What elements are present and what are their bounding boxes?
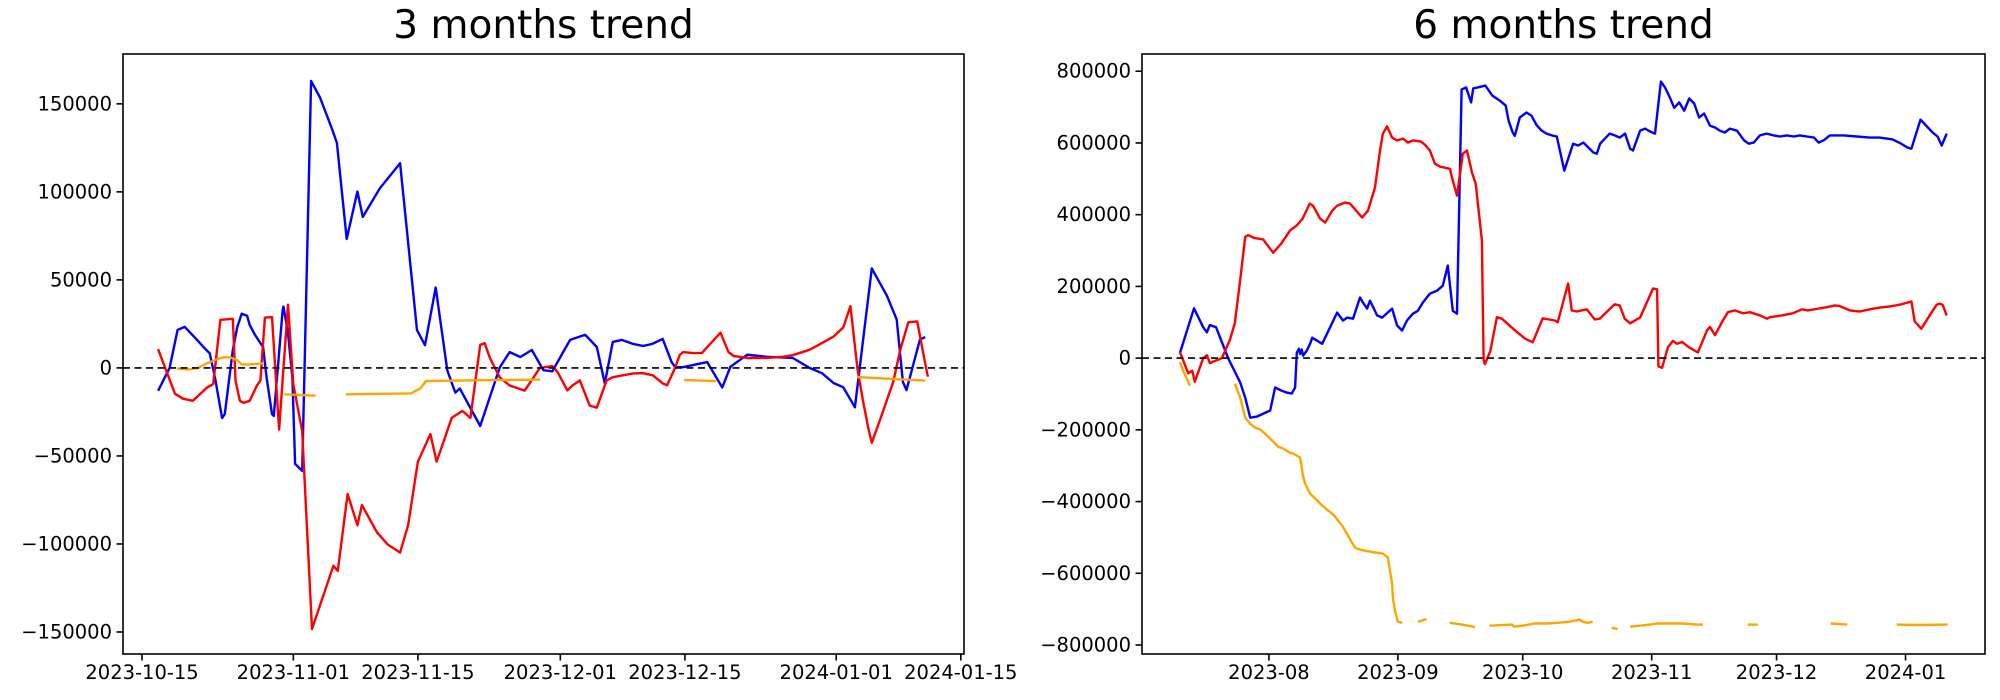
y-tick-label: −800000 <box>1040 634 1131 657</box>
y-axis: 800000 600000 400000 200000 0 −200000 −400000 −… <box>1040 60 1142 657</box>
y-tick-label: −100000 <box>21 532 112 555</box>
y-tick-label: 0 <box>100 356 112 379</box>
x-tick-label: 2023-11 <box>1611 661 1692 684</box>
y-tick-label: −50000 <box>34 444 112 467</box>
y-axis: 150000 100000 50000 0 −50000 −100000 −150000 <box>21 92 123 643</box>
x-tick-label: 2024-01-15 <box>904 661 1017 684</box>
x-axis: 2023-08 2023-09 2023-10 2023-11 2023-12 2024-… <box>1228 654 1946 684</box>
y-tick-label: −400000 <box>1040 490 1131 513</box>
series-orange <box>176 356 926 397</box>
x-tick-label: 2023-12-15 <box>628 661 741 684</box>
y-tick-label: 100000 <box>38 180 112 203</box>
x-tick-label: 2023-10 <box>1482 661 1563 684</box>
x-tick-label: 2023-11-15 <box>361 661 474 684</box>
y-tick-label: −600000 <box>1040 562 1131 585</box>
y-tick-label: 400000 <box>1057 203 1131 226</box>
x-tick-label: 2023-09 <box>1357 661 1438 684</box>
x-tick-label: 2024-01-01 <box>780 661 893 684</box>
series-group <box>156 79 930 631</box>
chart-title-6-months: 6 months trend <box>1413 3 1714 48</box>
x-tick-label: 2023-08 <box>1228 661 1309 684</box>
x-tick-label: 2023-11-01 <box>237 661 350 684</box>
y-tick-label: 0 <box>1119 347 1131 370</box>
series-orange <box>1178 361 1948 631</box>
series-red <box>1178 125 1948 383</box>
series-blue <box>157 79 926 473</box>
axes-frame <box>1141 53 1986 655</box>
x-tick-label: 2023-12-01 <box>504 661 617 684</box>
series-group <box>1178 80 1948 631</box>
y-tick-label: −150000 <box>21 620 112 643</box>
x-tick-label: 2023-10-15 <box>85 661 198 684</box>
y-tick-label: −200000 <box>1040 418 1131 441</box>
y-tick-label: 150000 <box>38 92 112 115</box>
x-axis: 2023-10-15 2023-11-01 2023-11-15 2023-12-01… <box>85 654 1017 684</box>
chart-title-3-months: 3 months trend <box>393 3 694 48</box>
y-tick-label: 800000 <box>1057 60 1131 83</box>
x-tick-label: 2024-01 <box>1865 661 1946 684</box>
y-tick-label: 200000 <box>1057 275 1131 298</box>
axes-frame <box>122 53 965 655</box>
y-tick-label: 50000 <box>50 268 112 291</box>
x-tick-label: 2023-12 <box>1736 661 1817 684</box>
y-tick-label: 600000 <box>1057 131 1131 154</box>
series-blue <box>1178 80 1948 419</box>
